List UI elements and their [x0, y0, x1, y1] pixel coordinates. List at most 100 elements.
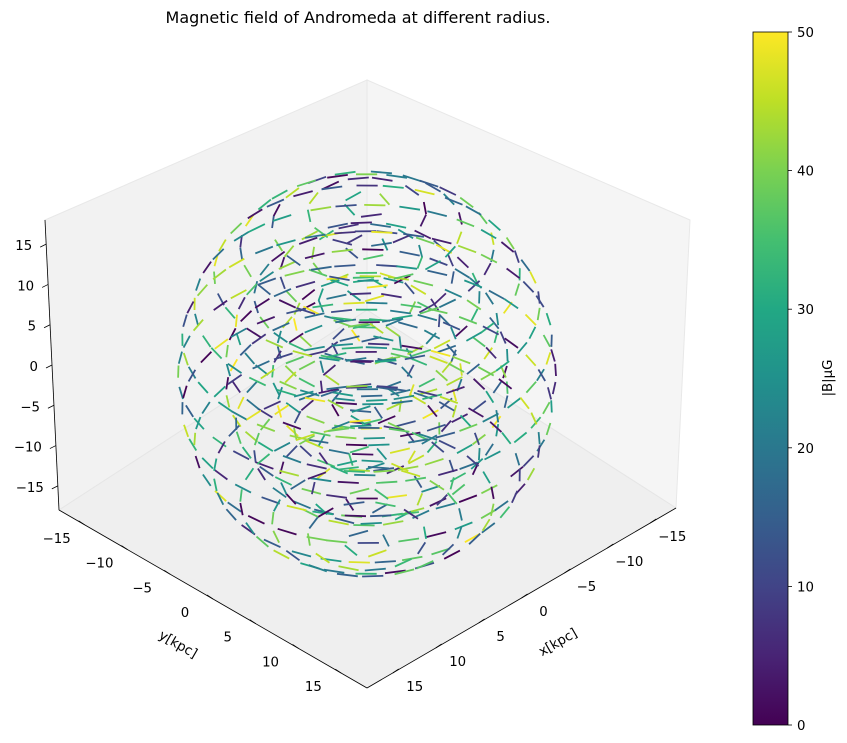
field-arrow — [472, 378, 486, 390]
field-arrow — [243, 264, 252, 278]
field-arrow — [301, 487, 322, 495]
field-arrow — [331, 420, 350, 430]
field-arrow — [248, 376, 267, 387]
field-arrow — [227, 374, 243, 385]
field-arrow — [285, 492, 297, 505]
field-arrow — [408, 301, 417, 314]
field-arrow — [331, 316, 353, 321]
field-arrow — [376, 447, 388, 460]
field-arrow — [423, 329, 441, 340]
field-arrow — [370, 170, 392, 175]
field-arrow — [344, 544, 358, 556]
x-tick — [521, 593, 528, 599]
field-arrow — [299, 445, 313, 457]
field-arrow — [334, 231, 356, 235]
field-arrow — [239, 247, 244, 261]
field-arrow — [273, 332, 288, 344]
field-arrow — [458, 508, 463, 521]
z-tick-label: −5 — [20, 400, 40, 415]
field-arrow — [499, 506, 511, 519]
field-arrow — [446, 343, 457, 356]
field-arrow — [400, 303, 422, 309]
field-arrow — [374, 488, 389, 500]
field-arrow — [225, 363, 231, 377]
field-arrow — [320, 354, 341, 361]
field-arrow — [383, 425, 405, 431]
field-arrow — [431, 441, 445, 453]
field-arrow — [334, 517, 355, 525]
field-arrow — [422, 393, 443, 400]
field-arrow — [333, 397, 355, 402]
field-arrow — [273, 499, 281, 512]
field-arrow — [373, 467, 395, 472]
field-arrow — [405, 476, 427, 482]
field-arrow — [375, 501, 396, 508]
y-tick — [335, 668, 342, 674]
field-arrow — [427, 269, 448, 276]
field-arrow — [418, 433, 438, 441]
field-arrow — [426, 423, 446, 432]
field-arrow — [272, 382, 280, 396]
field-arrow — [495, 409, 500, 423]
field-arrow — [272, 214, 292, 222]
field-arrow — [230, 222, 243, 235]
field-arrow — [319, 380, 324, 394]
field-arrow — [376, 264, 398, 268]
field-arrow — [324, 341, 339, 353]
field-arrow — [524, 313, 537, 326]
field-arrow — [450, 271, 455, 284]
colorbar-tick-label: 10 — [797, 580, 814, 595]
field-arrow — [304, 252, 325, 260]
field-arrow — [404, 282, 415, 295]
field-arrow — [495, 360, 510, 372]
field-arrow — [299, 335, 313, 348]
field-arrow — [377, 415, 396, 425]
field-arrow — [278, 299, 297, 309]
field-arrow — [367, 549, 387, 558]
field-arrow — [393, 394, 415, 401]
field-arrow — [332, 327, 345, 340]
field-arrow — [465, 205, 482, 216]
field-arrow — [347, 176, 369, 181]
field-arrow — [301, 288, 316, 301]
field-arrow — [426, 531, 447, 538]
field-arrow — [322, 364, 336, 376]
field-arrow — [466, 299, 482, 311]
field-arrow — [230, 327, 247, 338]
field-arrow — [536, 368, 545, 382]
field-arrow — [364, 294, 385, 303]
field-arrow — [422, 409, 439, 420]
field-arrow — [304, 396, 326, 403]
field-arrow — [210, 347, 223, 360]
field-arrow — [185, 404, 194, 418]
field-arrow — [437, 314, 441, 328]
field-arrow — [286, 445, 298, 458]
x-tick — [607, 543, 614, 549]
field-arrow — [422, 201, 427, 215]
field-arrow — [427, 307, 448, 315]
field-arrow — [257, 198, 272, 211]
field-arrow — [381, 293, 402, 299]
field-arrow — [271, 215, 275, 229]
field-arrow — [454, 268, 471, 279]
field-arrow — [397, 465, 419, 471]
field-arrow — [364, 204, 386, 207]
field-arrow — [310, 206, 332, 212]
field-arrow — [489, 421, 503, 433]
field-arrow — [427, 210, 448, 217]
field-arrow — [391, 399, 413, 405]
z-tick — [49, 445, 57, 449]
field-arrow — [321, 185, 343, 191]
y-axis-label: y[kpc] — [156, 628, 200, 662]
field-arrow — [326, 385, 348, 390]
field-arrow — [410, 284, 427, 295]
field-arrow — [401, 555, 423, 562]
field-arrow — [449, 477, 455, 490]
field-arrow — [239, 344, 252, 356]
field-arrow — [212, 268, 227, 281]
colorbar-gradient — [752, 31, 789, 726]
field-arrow — [350, 329, 361, 342]
field-arrow — [366, 301, 388, 305]
field-arrow — [545, 352, 552, 365]
field-arrow — [465, 331, 482, 342]
